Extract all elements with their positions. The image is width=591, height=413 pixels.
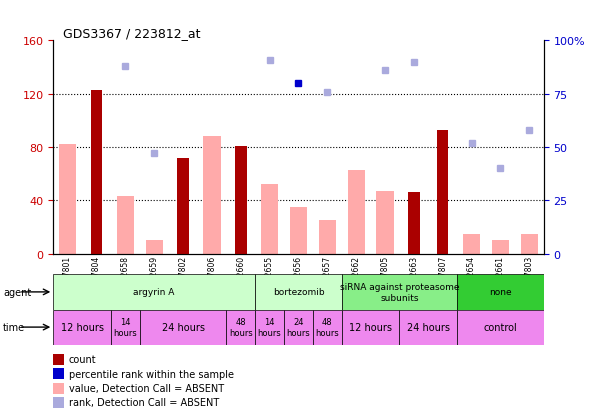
Text: 48
hours: 48 hours [316,318,339,337]
Bar [376,192,394,254]
Bar [463,234,480,254]
Text: 24 hours: 24 hours [407,322,450,332]
Bar [53,368,64,379]
Bar [53,397,64,408]
Bar [177,158,189,254]
Text: 24 hours: 24 hours [161,322,204,332]
Bar [492,241,509,254]
Text: 14
hours: 14 hours [258,318,281,337]
Bar [342,275,457,310]
Text: control: control [483,322,517,332]
Bar [226,310,255,345]
Text: agent: agent [3,287,31,297]
Bar [255,310,284,345]
Bar [261,185,278,254]
Text: time: time [3,322,25,332]
Text: 24
hours: 24 hours [287,318,310,337]
Bar [457,310,544,345]
Bar [284,310,313,345]
Bar [111,310,139,345]
Bar [235,146,246,254]
Bar [53,383,64,394]
Bar [90,90,102,254]
Bar [53,275,255,310]
Text: value, Detection Call = ABSENT: value, Detection Call = ABSENT [69,384,224,394]
Bar [457,275,544,310]
Bar [53,354,64,365]
Text: rank, Detection Call = ABSENT: rank, Detection Call = ABSENT [69,397,219,407]
Bar [400,310,457,345]
Bar [319,221,336,254]
Bar [145,241,163,254]
Bar [139,310,226,345]
Text: siRNA against proteasome
subunits: siRNA against proteasome subunits [340,282,459,302]
Bar [290,207,307,254]
Text: GDS3367 / 223812_at: GDS3367 / 223812_at [63,27,200,40]
Text: 14
hours: 14 hours [113,318,137,337]
Bar [342,310,400,345]
Text: bortezomib: bortezomib [272,288,324,297]
Bar [408,193,420,254]
Bar [521,234,538,254]
Bar [437,131,449,254]
Bar [116,197,134,254]
Text: percentile rank within the sample: percentile rank within the sample [69,369,234,379]
Bar [313,310,342,345]
Text: 12 hours: 12 hours [349,322,392,332]
Bar [203,137,220,254]
Text: 12 hours: 12 hours [60,322,103,332]
Text: argyrin A: argyrin A [134,288,175,297]
Bar [59,145,76,254]
Bar [255,275,342,310]
Bar [53,310,111,345]
Text: none: none [489,288,512,297]
Bar [348,170,365,254]
Text: count: count [69,354,96,364]
Text: 48
hours: 48 hours [229,318,252,337]
